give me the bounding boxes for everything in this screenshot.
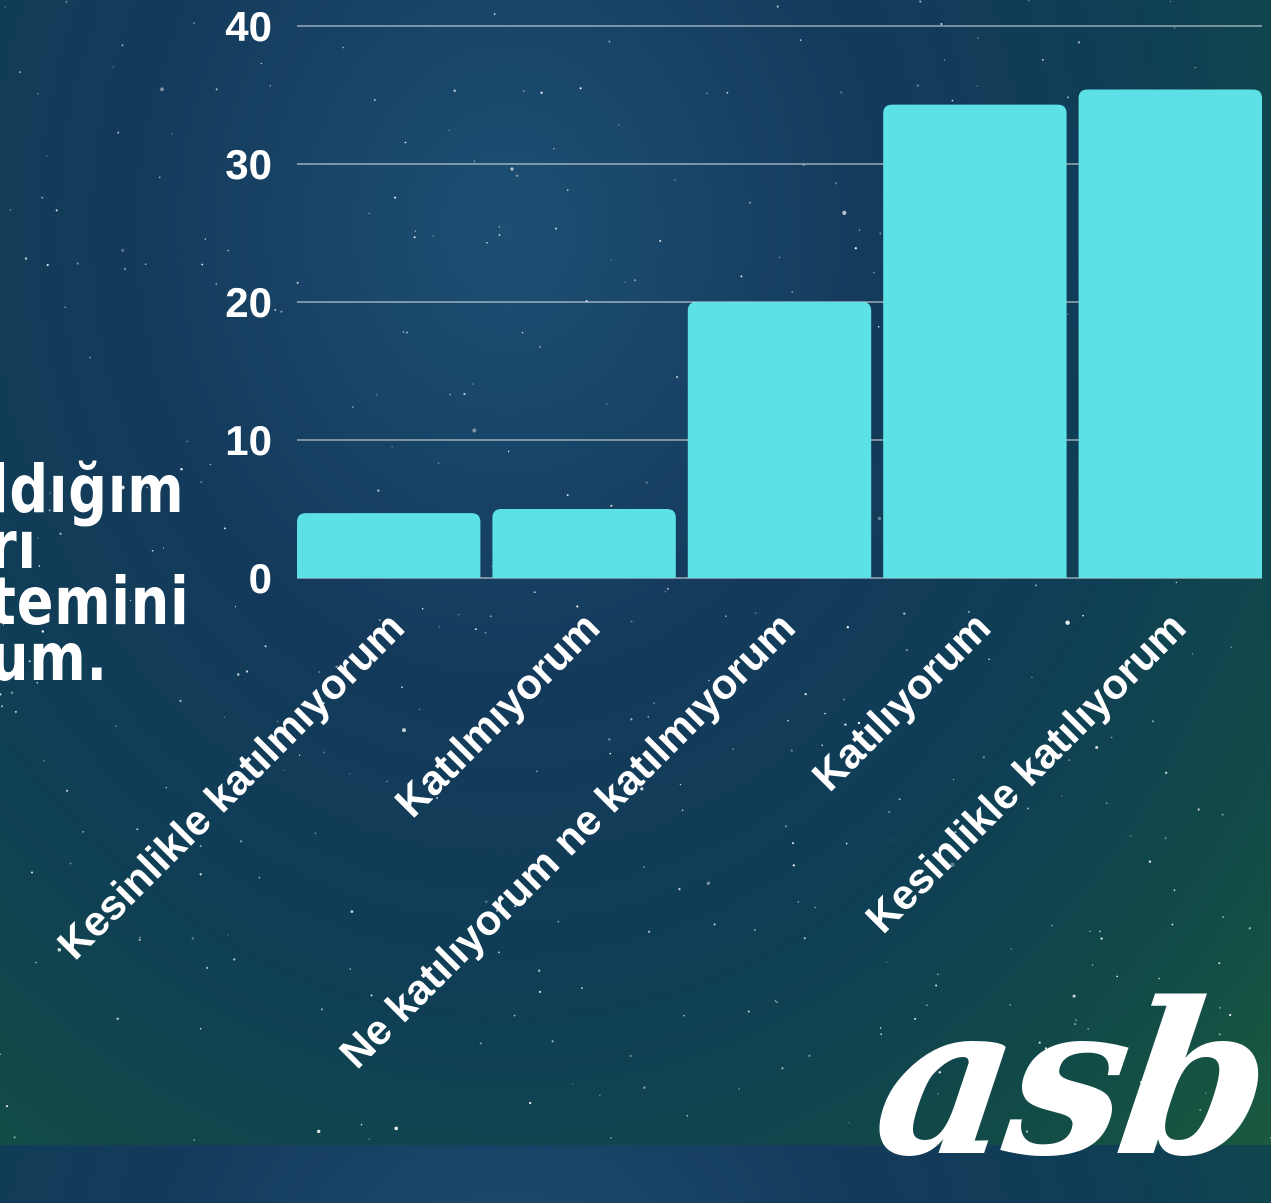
background-text: ldığım rı temini um. xyxy=(0,451,190,696)
x-category-label: Kesinlikle katılmıyorum xyxy=(48,603,413,968)
background-text-line: rı xyxy=(0,507,37,584)
y-tick-label: 40 xyxy=(225,3,272,50)
bar xyxy=(297,513,481,578)
background-text-line: temini xyxy=(0,563,190,640)
y-tick-label: 0 xyxy=(249,555,272,602)
starfield-background xyxy=(0,0,1271,1145)
y-tick-label: 30 xyxy=(225,141,272,188)
x-category-label: Kesinlikle katılıyorum xyxy=(856,603,1195,942)
bar xyxy=(492,509,676,578)
background-text-line: um. xyxy=(0,619,108,696)
bar xyxy=(883,104,1067,578)
y-tick-label: 10 xyxy=(225,417,272,464)
bar xyxy=(687,302,872,578)
x-category-label: Katılmıyorum xyxy=(385,603,608,826)
background-text-line: ldığım xyxy=(0,451,185,528)
bar xyxy=(1078,89,1262,578)
asbu-logo: asbü xyxy=(862,956,1271,1203)
bar-chart: 0 10 20 30 40 Kesinlikle katılmıyorumKatılmıy… xyxy=(48,3,1262,968)
x-category-label: Katılıyorum xyxy=(803,603,1000,800)
y-tick-label: 20 xyxy=(225,279,272,326)
